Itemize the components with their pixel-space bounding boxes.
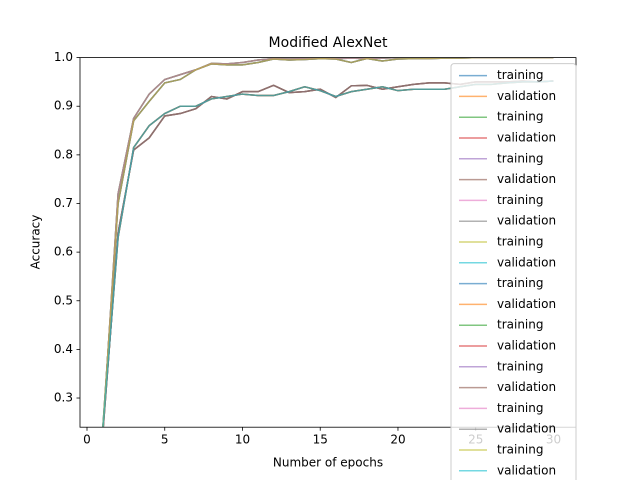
legend-label: training: [497, 276, 544, 290]
legend-label: validation: [497, 89, 556, 103]
legend-label: training: [497, 401, 544, 415]
legend-label: validation: [497, 255, 556, 269]
legend-label: training: [497, 68, 544, 82]
y-tick-label: 0.5: [54, 293, 73, 307]
legend-label: training: [497, 151, 544, 165]
x-tick-label: 0: [83, 433, 91, 447]
y-tick-label: 0.7: [54, 196, 73, 210]
legend-label: validation: [497, 463, 556, 477]
y-tick-label: 0.8: [54, 147, 73, 161]
legend-label: training: [497, 110, 544, 124]
legend-label: training: [497, 443, 544, 457]
legend-box: [450, 63, 577, 480]
x-tick-label: 10: [235, 433, 250, 447]
y-tick-label: 0.4: [54, 342, 73, 356]
legend-label: training: [497, 193, 544, 207]
legend-label: validation: [497, 297, 556, 311]
legend-label: validation: [497, 131, 556, 145]
x-tick-label: 5: [161, 433, 169, 447]
y-tick-label: 0.3: [54, 391, 73, 405]
legend-label: training: [497, 359, 544, 373]
legend: training validation training validation trai…: [450, 63, 577, 480]
y-tick-label: 1.0: [54, 50, 73, 64]
x-tick-label: 20: [390, 433, 405, 447]
y-axis-label: Accuracy: [29, 215, 43, 270]
legend-label: validation: [497, 172, 556, 186]
legend-label: validation: [497, 339, 556, 353]
legend-label: validation: [497, 380, 556, 394]
legend-label: validation: [497, 422, 556, 436]
y-tick-label: 0.6: [54, 245, 73, 259]
legend-label: training: [497, 318, 544, 332]
legend-label: training: [497, 235, 544, 249]
legend-label: validation: [497, 214, 556, 228]
x-axis-label: Number of epochs: [273, 456, 383, 470]
y-tick-label: 0.9: [54, 99, 73, 113]
chart-title: Modified AlexNet: [269, 35, 388, 51]
x-tick-label: 15: [313, 433, 328, 447]
